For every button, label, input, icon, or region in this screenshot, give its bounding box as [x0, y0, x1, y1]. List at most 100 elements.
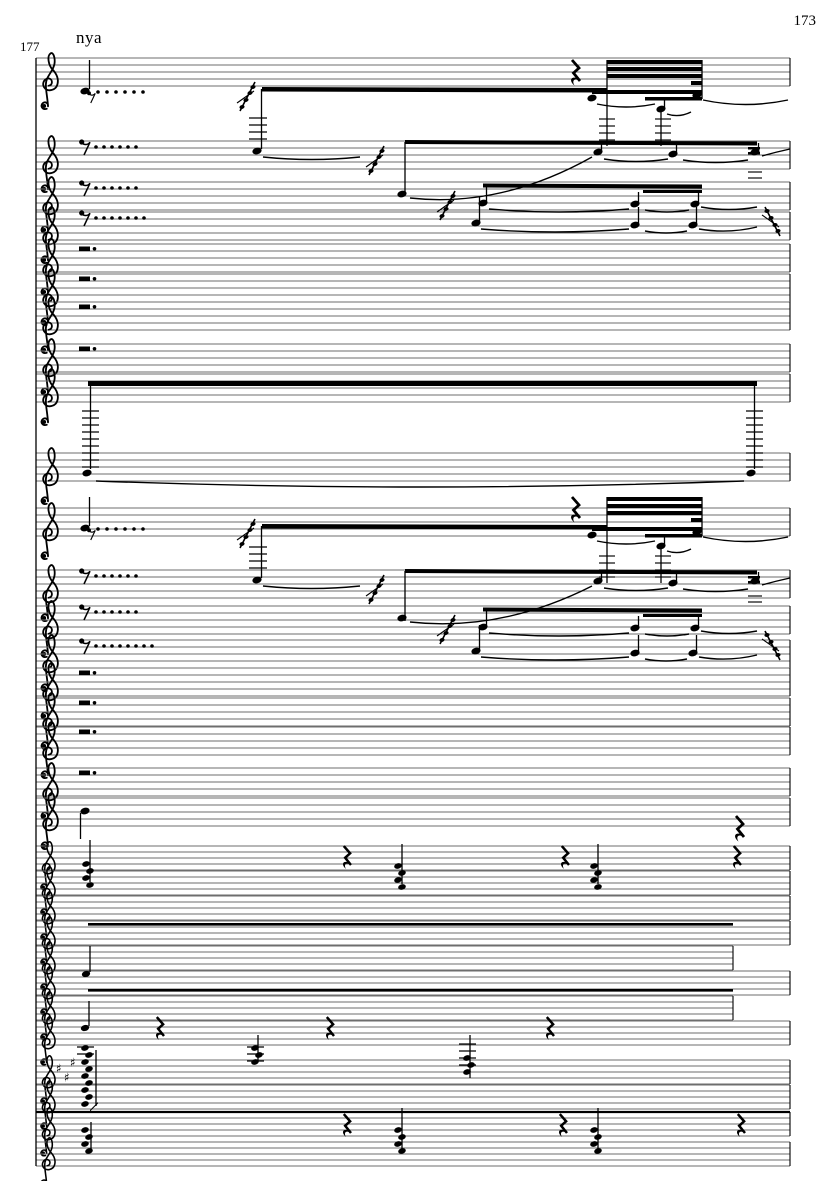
ledger-lines [82, 410, 99, 468]
staff [36, 915, 791, 966]
tie-slur [596, 540, 656, 545]
staff [36, 840, 791, 891]
staff [36, 600, 791, 658]
notehead [692, 91, 702, 99]
quarter-rest-icon [736, 1113, 746, 1138]
staff [36, 268, 791, 326]
notehead [397, 614, 407, 622]
notehead [630, 624, 640, 632]
quarter-rest-icon [558, 1113, 568, 1138]
beam [607, 60, 702, 64]
staff [36, 692, 791, 750]
chord-cluster [81, 1045, 93, 1107]
notehead [688, 649, 698, 657]
treble-clef-icon [40, 447, 59, 505]
tie-slur [702, 536, 789, 543]
duration-dots [94, 610, 138, 614]
tie-slur [761, 577, 791, 586]
ledger-lines [247, 1046, 264, 1062]
grace-note-run [365, 574, 385, 605]
quarter-rest-icon [325, 1016, 335, 1041]
notehead [593, 148, 603, 156]
notehead [587, 531, 597, 539]
tie-slur [480, 228, 630, 233]
beam [643, 614, 702, 617]
notehead [471, 219, 481, 227]
beam [88, 381, 757, 386]
staff [36, 634, 791, 692]
treble-clef-icon [40, 1136, 56, 1181]
half-rest-icon [79, 304, 97, 310]
treble-clef-icon [40, 52, 59, 110]
ledger-lines [599, 118, 615, 141]
treble-clef-icon [40, 206, 59, 264]
quarter-rest-icon [560, 845, 570, 870]
ledger-lines [746, 410, 763, 468]
staff [36, 762, 791, 820]
staff [36, 940, 734, 991]
quarter-rest-icon [734, 815, 746, 842]
duration-dots [94, 644, 154, 648]
chord-cluster [81, 1127, 93, 1154]
beam [607, 504, 702, 508]
beam [405, 569, 757, 575]
staff [36, 1136, 791, 1181]
eighth-rest-icon [79, 568, 91, 585]
notehead [668, 150, 678, 158]
tie-slur [603, 158, 669, 163]
notehead [82, 469, 92, 477]
tie-slur [682, 159, 749, 164]
staff [36, 721, 791, 779]
staff [36, 52, 791, 110]
quarter-rest-icon [570, 496, 582, 523]
tie-slur [488, 208, 630, 213]
staff [36, 890, 791, 941]
duration-dots [94, 216, 146, 220]
eighth-rest-icon [79, 604, 91, 621]
tie-slur [698, 226, 758, 232]
half-rest-icon [79, 246, 97, 252]
chord-cluster [394, 1127, 406, 1154]
lyric-nya: nya [76, 28, 103, 47]
tie-slur [761, 148, 791, 157]
beam [607, 497, 702, 501]
staff [36, 135, 791, 193]
treble-clef-icon [40, 238, 59, 296]
duration-dots [96, 527, 145, 531]
staff [36, 1106, 791, 1157]
notehead [478, 623, 488, 631]
notehead [690, 624, 700, 632]
grace-note-run [761, 206, 781, 237]
tie-slur [603, 587, 669, 592]
beam [645, 97, 702, 101]
tie-slur [698, 654, 758, 660]
beam [262, 87, 607, 93]
grace-note-run [436, 190, 456, 221]
duration-dots [94, 186, 138, 190]
tie-slur [488, 632, 630, 637]
staff [36, 1054, 791, 1105]
grace-note-run [436, 614, 456, 645]
beam [88, 989, 733, 992]
notehead [587, 94, 597, 102]
grace-note-run [761, 630, 781, 661]
notehead [630, 221, 640, 229]
staff [36, 206, 791, 264]
notehead [80, 1024, 90, 1032]
chord-cluster [394, 863, 406, 890]
half-rest-icon [79, 729, 97, 735]
beam [748, 152, 760, 155]
ledger-lines [655, 118, 671, 141]
tie-slur [95, 480, 745, 488]
tie-slur [644, 209, 690, 213]
beam [262, 524, 607, 530]
tie-slur [262, 156, 361, 161]
beam [88, 923, 733, 926]
tie-slur [700, 630, 758, 635]
chord-cluster [82, 861, 94, 888]
staff [36, 1079, 791, 1130]
ledger-lines [748, 595, 762, 603]
tie-slur [409, 585, 593, 625]
treble-clef-icon [40, 792, 59, 850]
